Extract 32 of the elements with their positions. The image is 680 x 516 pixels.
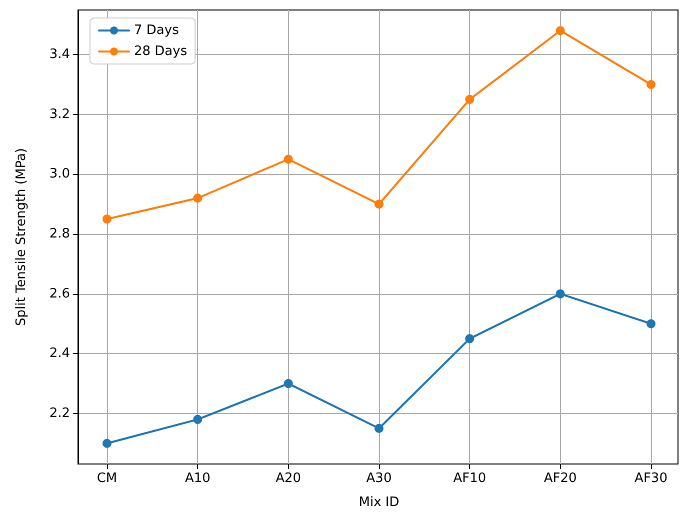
x-tick-label: CM [96,471,118,486]
point [374,424,384,433]
point [556,26,565,36]
point [374,200,384,209]
y-tick-label: 2.2 [49,406,70,421]
y-axis-title: Split Tensile Strength (MPa) [14,148,29,326]
x-tick-label: AF30 [634,471,668,486]
x-tick-label: A10 [184,471,210,486]
y-tick-label: 2.6 [49,286,70,302]
point [102,438,112,448]
point [102,214,112,224]
y-tick-label: 2.8 [49,226,70,242]
point [193,194,202,203]
legend-label: 7 Days [134,23,180,38]
y-tick-label: 3.0 [49,166,70,182]
point [465,334,474,344]
point [646,319,656,328]
point [646,80,656,89]
legend-label: 28 Days [134,44,188,59]
point [193,414,202,424]
y-tick-label: 3.2 [49,106,70,122]
x-tick-label: A20 [276,471,302,486]
point [556,289,565,298]
point [284,154,293,164]
point [465,94,474,104]
x-tick-label: A30 [366,471,392,486]
x-tick-label: AF10 [453,471,486,486]
y-tick-label: 3.4 [49,47,70,62]
y-tick-label: 2.4 [49,346,70,362]
point [284,379,293,388]
x-tick-label: AF20 [544,471,577,486]
x-axis-title: Mix ID [358,495,400,510]
